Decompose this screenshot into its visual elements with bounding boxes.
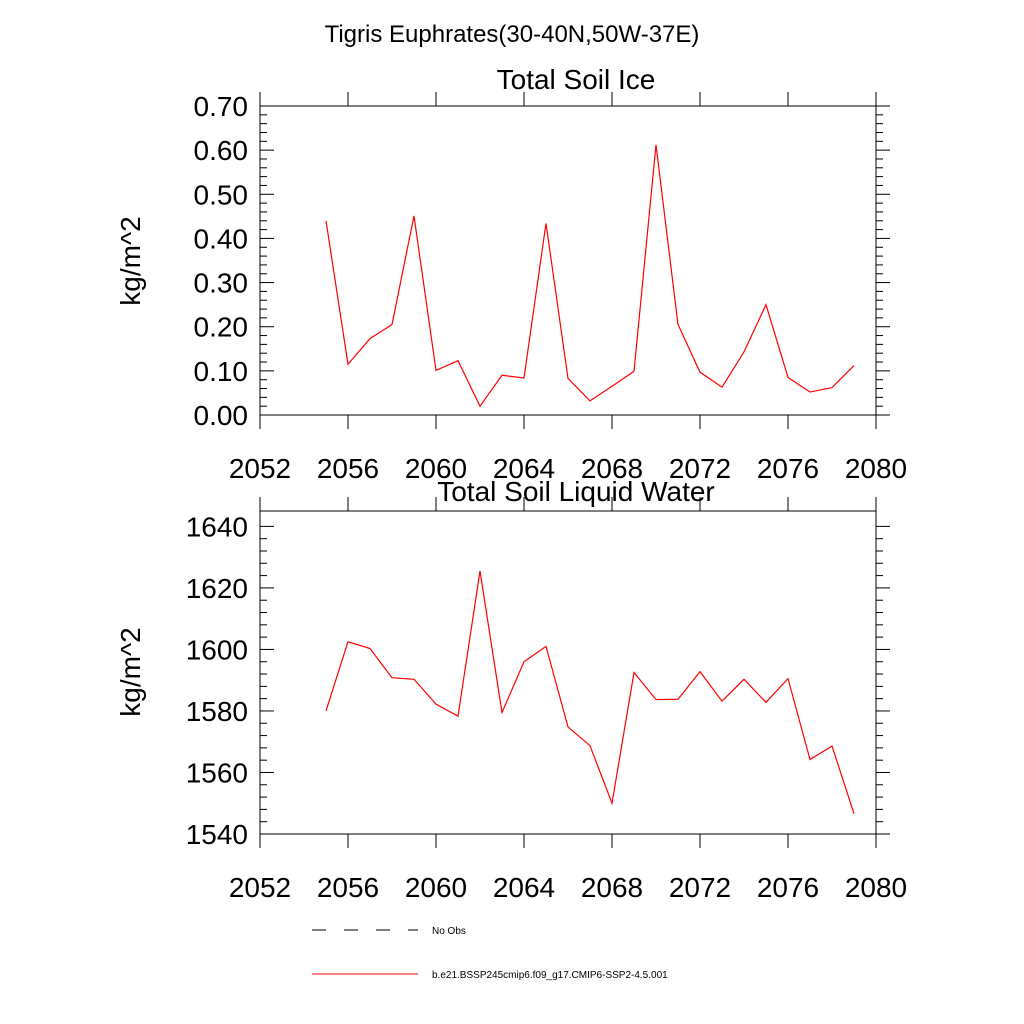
chart-title: Total Soil Ice [497, 64, 656, 95]
y-tick-label: 0.00 [194, 400, 249, 431]
y-axis-label: kg/m^2 [115, 627, 146, 716]
chart-title: Total Soil Liquid Water [437, 476, 715, 507]
x-tick-label: 2072 [669, 872, 731, 903]
legend-label-no-obs: No Obs [432, 926, 466, 937]
y-tick-label: 0.70 [194, 91, 249, 122]
series-line [325, 570, 855, 814]
y-tick-label: 1600 [186, 634, 248, 665]
x-tick-label: 2068 [581, 872, 643, 903]
y-tick-label: 0.60 [194, 135, 249, 166]
page-title: Tigris Euphrates(30-40N,50W-37E) [325, 21, 700, 48]
x-tick-label: 2072 [669, 453, 731, 484]
x-tick-label: 2076 [757, 872, 819, 903]
x-tick-label: 2052 [229, 872, 291, 903]
y-axis-label: kg/m^2 [115, 216, 146, 305]
y-tick-label: 0.30 [194, 268, 249, 299]
y-tick-label: 1540 [186, 819, 248, 850]
y-tick-label: 0.50 [194, 179, 249, 210]
y-tick-label: 0.10 [194, 356, 249, 387]
y-tick-label: 1580 [186, 696, 248, 727]
chart-panel-soil-liquid-water: Total Soil Liquid Water kg/m^2 2052 2056 206… [115, 476, 907, 903]
x-tick-label: 2080 [845, 453, 907, 484]
x-tick-label: 2068 [581, 453, 643, 484]
plot-frame [259, 510, 877, 835]
x-tick-label: 2056 [317, 453, 379, 484]
y-tick-label: 1560 [186, 757, 248, 788]
plot-frame [259, 105, 877, 416]
y-tick-label: 1620 [186, 573, 248, 604]
x-tick-label: 2064 [493, 872, 555, 903]
chart-panel-soil-ice: Total Soil Ice kg/m^2 2052 2056 2060 2064 2068… [115, 64, 907, 484]
x-tick-label: 2064 [493, 453, 555, 484]
legend-label-model-run: b.e21.BSSP245cmip6.f09_g17.CMIP6-SSP2-4.… [432, 970, 668, 981]
y-tick-label: 1640 [186, 511, 248, 542]
y-tick-label: 0.20 [194, 312, 249, 343]
series-line [325, 144, 855, 408]
x-tick-label: 2080 [845, 872, 907, 903]
x-tick-label: 2052 [229, 453, 291, 484]
x-tick-label: 2060 [405, 872, 467, 903]
x-tick-label: 2076 [757, 453, 819, 484]
x-tick-label: 2056 [317, 872, 379, 903]
y-tick-label: 0.40 [194, 223, 249, 254]
x-tick-label: 2060 [405, 453, 467, 484]
legend: No Obs b.e21.BSSP245cmip6.f09_g17.CMIP6-… [312, 926, 668, 981]
